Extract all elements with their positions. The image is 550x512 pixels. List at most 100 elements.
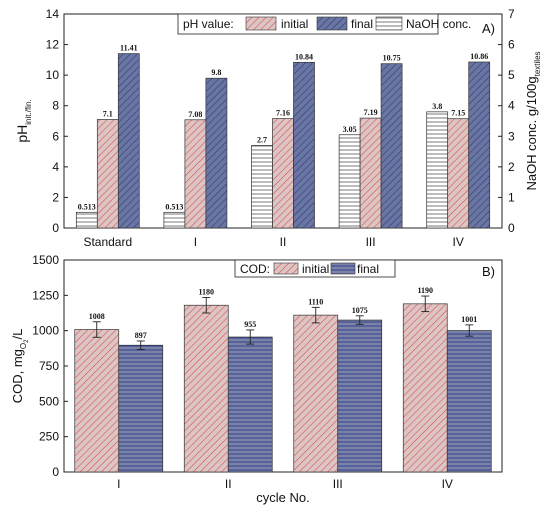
bar-final <box>205 77 228 229</box>
panel-a-right-axis-title: NaOH conc. g/100gtextiles <box>524 51 542 190</box>
bar-cod-final <box>337 319 383 473</box>
panel-a-left-tick-label: 8 <box>52 99 59 113</box>
bar-initial <box>184 119 207 229</box>
panel-a-right-tick-label: 6 <box>508 38 515 52</box>
panel-a-value-label: 9.8 <box>211 68 221 77</box>
panel-a-right-tick-label: 7 <box>508 7 515 21</box>
legend-swatch-final <box>316 16 348 31</box>
panel-a-value-label: 10.75 <box>383 54 401 63</box>
panel-a-right-axis: 0 1 2 3 4 5 6 7 <box>498 7 515 235</box>
legend-b-swatch-final-box <box>330 262 356 275</box>
panel-a-bars <box>75 53 491 229</box>
panel-a-right-tick-label: 1 <box>508 190 515 204</box>
bar-final <box>117 53 140 229</box>
panel-a-value-label: 7.16 <box>276 109 290 118</box>
panel-b-value-label: 1001 <box>461 315 477 324</box>
bar-naoh <box>251 145 273 229</box>
bar-initial <box>447 118 470 229</box>
bar-cod-final <box>446 330 492 473</box>
panel-a-value-label: 7.1 <box>103 109 113 118</box>
panel-b-value-label: 897 <box>135 331 147 340</box>
legend-label-naoh: NaOH conc. <box>406 17 471 31</box>
panel-b-left-tick-label: 1250 <box>32 288 59 302</box>
panel-b-value-label: 1180 <box>198 287 214 296</box>
panel-b-left-axis-title: COD, mgO2/L <box>10 329 30 404</box>
bar-cod-initial <box>74 329 120 473</box>
panel-b-left-tick-label: 500 <box>39 394 59 408</box>
panel-a-left-axis: 0 2 4 6 8 10 12 14 <box>46 7 68 235</box>
panel-b-value-label: 1008 <box>89 312 105 321</box>
panel-a-left-tick-label: 10 <box>46 68 60 82</box>
bar-cod-final <box>118 344 164 473</box>
panel-a-x-tick-label: I <box>194 235 197 249</box>
panel-b-legend-prefix: COD: <box>240 262 270 276</box>
panel-a-data-labels: 0.513 7.1 11.41 0.513 7.08 9.8 2.7 7.16 10.84 3.0… <box>78 44 488 212</box>
panel-b-left-tick-label: 750 <box>39 359 59 373</box>
panel-a-right-tick-label: 2 <box>508 160 515 174</box>
panel-a-legend-prefix: pH value: <box>183 17 234 31</box>
panel-b-x-axis: I II III IV <box>117 468 453 491</box>
panel-b-bars <box>74 295 492 473</box>
bar-naoh <box>163 211 186 229</box>
panel-b-value-label: 1075 <box>352 306 368 315</box>
legend-b-swatch-initial <box>273 262 299 275</box>
panel-a-right-tick-label: 5 <box>508 68 515 82</box>
panel-a-x-tick-label: Standard <box>83 235 132 249</box>
panel-b-left-tick-label: 1000 <box>32 324 59 338</box>
panel-b-legend: COD: initial final <box>234 259 396 278</box>
panel-a-tag: A) <box>482 21 495 36</box>
legend-b-label-final: final <box>357 262 379 276</box>
panel-a-value-label: 10.84 <box>295 52 313 61</box>
panel-b-x-tick-label: IV <box>442 477 453 491</box>
panel-a-left-tick-label: 2 <box>52 190 59 204</box>
panel-b-value-label: 1110 <box>308 297 323 306</box>
panel-a-value-label: 0.513 <box>165 202 183 211</box>
bar-naoh <box>75 211 98 229</box>
panel-a-value-label: 7.08 <box>188 110 202 119</box>
panel-a-right-tick-label: 4 <box>508 99 515 113</box>
panel-b-left-tick-label: 1500 <box>32 253 59 267</box>
panel-a-x-tick-label: III <box>366 235 376 249</box>
bar-naoh <box>426 111 449 229</box>
bar-initial <box>272 118 294 229</box>
panel-b-tag: B) <box>482 264 495 279</box>
panel-a-left-tick-label: 0 <box>52 221 59 235</box>
bar-cod-initial <box>402 303 448 473</box>
panel-b-value-label: 955 <box>244 320 256 329</box>
bar-cod-initial <box>293 314 339 473</box>
panel-b-left-tick-label: 250 <box>39 430 59 444</box>
bar-initial <box>359 117 382 229</box>
panel-b-x-tick-label: III <box>333 477 343 491</box>
legend-swatch-initial <box>245 16 277 31</box>
bar-final <box>468 61 491 229</box>
legend-b-label-initial: initial <box>302 262 329 276</box>
panel-a-value-label: 0.513 <box>78 202 96 211</box>
panel-a-right-tick-label: 3 <box>508 129 515 143</box>
panel-a-value-label: 7.19 <box>364 108 378 117</box>
panel-a-value-label: 11.41 <box>120 44 138 53</box>
legend-swatch-naoh-box <box>375 16 403 31</box>
panel-a-left-tick-label: 6 <box>52 129 59 143</box>
panel-b-data-labels: 1008 897 1180 955 1110 1075 1190 1001 <box>89 286 478 340</box>
bar-final <box>293 61 315 229</box>
panel-a-left-tick-label: 12 <box>46 38 60 52</box>
panel-b-x-tick-label: II <box>225 477 232 491</box>
panel-b-left-axis: 0 250 500 750 1000 1250 1500 <box>32 253 68 479</box>
panel-b-x-tick-label: I <box>117 477 120 491</box>
panel-a-left-axis-title: pHinit./fin. <box>14 99 33 142</box>
legend-label-initial: initial <box>281 17 308 31</box>
panel-a-x-tick-label: II <box>280 235 287 249</box>
bar-initial <box>96 119 119 229</box>
panel-b-left-tick-label: 0 <box>52 465 59 479</box>
bar-final <box>380 63 403 229</box>
panel-a-right-tick-label: 0 <box>508 221 515 235</box>
panel-a-value-label: 3.8 <box>432 102 442 111</box>
bar-cod-final <box>227 336 273 473</box>
panel-a-left-tick-label: 4 <box>52 160 59 174</box>
legend-label-final: final <box>351 17 373 31</box>
panel-a-legend-frame <box>177 13 439 35</box>
panel-a-value-label: 3.05 <box>343 125 357 134</box>
